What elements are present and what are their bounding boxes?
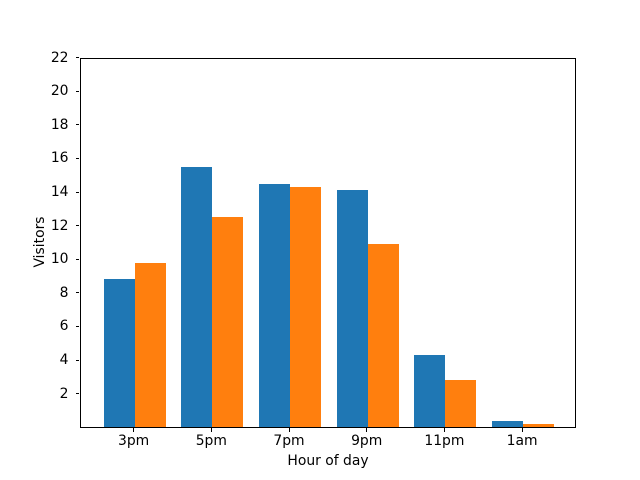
- bar-orange-5pm: [212, 217, 244, 428]
- bar-blue-1am: [492, 421, 524, 428]
- y-tick-4: [75, 359, 79, 361]
- bar-orange-1am: [523, 423, 555, 428]
- y-tick-12: [75, 225, 79, 227]
- bar-blue-7pm: [259, 183, 290, 428]
- x-tick-label-3pm: 3pm: [118, 432, 150, 449]
- y-tick-6: [75, 325, 79, 327]
- x-tick-label-1am: 1am: [506, 432, 538, 449]
- bar-orange-9pm: [367, 244, 399, 428]
- bar-orange-7pm: [290, 186, 321, 428]
- bar-blue-11pm: [414, 354, 446, 428]
- y-tick-8: [75, 292, 79, 294]
- y-tick-10: [75, 258, 79, 260]
- y-tick-label-20: 20: [50, 83, 69, 100]
- y-tick-22: [75, 57, 79, 59]
- y-tick-label-18: 18: [50, 116, 69, 133]
- x-tick-5pm: [210, 428, 212, 432]
- x-tick-9pm: [366, 428, 368, 432]
- y-tick-18: [75, 124, 79, 126]
- x-tick-7pm: [288, 428, 290, 432]
- x-tick-label-11pm: 11pm: [424, 432, 465, 449]
- bar-blue-5pm: [181, 166, 213, 428]
- y-tick-label-22: 22: [50, 49, 69, 66]
- y-tick-label-6: 6: [59, 318, 69, 335]
- x-tick-label-5pm: 5pm: [195, 432, 227, 449]
- y-tick-label-4: 4: [59, 352, 69, 368]
- y-tick-label-16: 16: [50, 150, 69, 167]
- bar-orange-11pm: [445, 380, 477, 428]
- y-tick-label-2: 2: [59, 385, 69, 402]
- y-axis-label: Visitors: [32, 216, 48, 268]
- x-axis-label: Hour of day: [287, 453, 369, 469]
- bar-orange-3pm: [134, 262, 166, 428]
- y-tick-label-14: 14: [50, 184, 69, 200]
- x-tick-1am: [521, 428, 523, 432]
- x-tick-3pm: [133, 428, 135, 432]
- x-tick-label-7pm: 7pm: [273, 432, 305, 449]
- y-tick-20: [75, 90, 79, 92]
- y-tick-label-8: 8: [59, 284, 69, 301]
- y-tick-16: [75, 157, 79, 159]
- y-tick-2: [75, 393, 79, 395]
- bar-blue-3pm: [103, 279, 135, 428]
- bar-blue-9pm: [336, 190, 368, 428]
- x-tick-label-9pm: 9pm: [351, 432, 383, 449]
- plot-area: [80, 57, 577, 429]
- x-tick-11pm: [443, 428, 445, 432]
- y-tick-14: [75, 191, 79, 193]
